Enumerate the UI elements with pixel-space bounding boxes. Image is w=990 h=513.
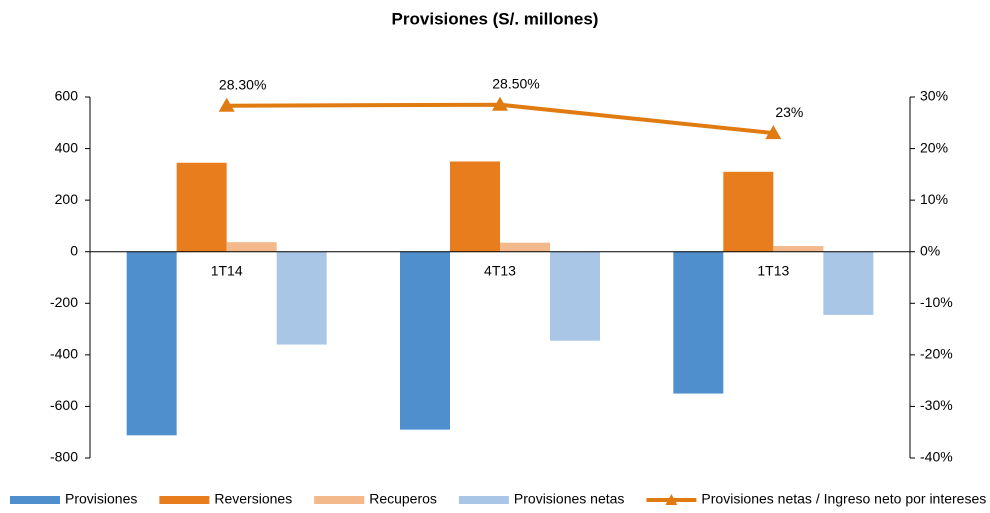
x-tick-label: 1T14 [211,262,243,278]
y-tick-label: -400 [50,346,78,362]
bar [723,171,774,252]
y2-tick-label: -40% [920,449,953,465]
legend-label: Recuperos [369,491,437,507]
y-tick-label: 200 [55,191,79,207]
bar [226,242,277,252]
x-tick-label: 4T13 [484,262,516,278]
y2-tick-label: -20% [920,346,953,362]
y2-tick-label: -30% [920,397,953,413]
x-tick-label: 1T13 [757,262,789,278]
bar [773,246,824,252]
y2-tick-label: 30% [920,88,948,104]
legend-label: Provisiones netas [514,491,625,507]
legend-label: Provisiones netas / Ingreso neto por int… [701,491,986,507]
data-label: 28.50% [492,75,539,91]
bar [400,251,450,430]
legend-label: Provisiones [65,491,137,507]
bar [126,251,177,436]
y2-tick-label: 10% [920,191,948,207]
bar [823,251,874,315]
line-marker [765,125,782,140]
y-tick-label: -800 [50,449,78,465]
bar [500,242,550,252]
y2-tick-label: -10% [920,294,953,310]
y2-tick-label: 0% [920,242,940,258]
legend-marker [665,494,678,505]
bar [673,251,724,394]
y2-tick-label: 20% [920,139,948,155]
legend-label: Reversiones [214,491,292,507]
legend-swatch [10,496,60,504]
y-tick-label: 600 [55,88,79,104]
bar [176,162,227,252]
bar [450,161,500,252]
line-marker [218,97,235,112]
data-label: 23% [775,104,803,120]
y-tick-label: 0 [70,242,78,258]
legend-swatch [159,496,210,504]
data-label: 28.30% [219,76,266,92]
y-tick-label: 400 [55,139,79,155]
y-tick-label: -200 [50,294,78,310]
legend-swatch [314,496,365,504]
legend-swatch [458,496,509,504]
bar [550,251,600,341]
bar [276,251,327,345]
line-marker [492,96,508,111]
chart-title: Provisiones (S/. millones) [392,9,599,28]
y-tick-label: -600 [50,397,78,413]
